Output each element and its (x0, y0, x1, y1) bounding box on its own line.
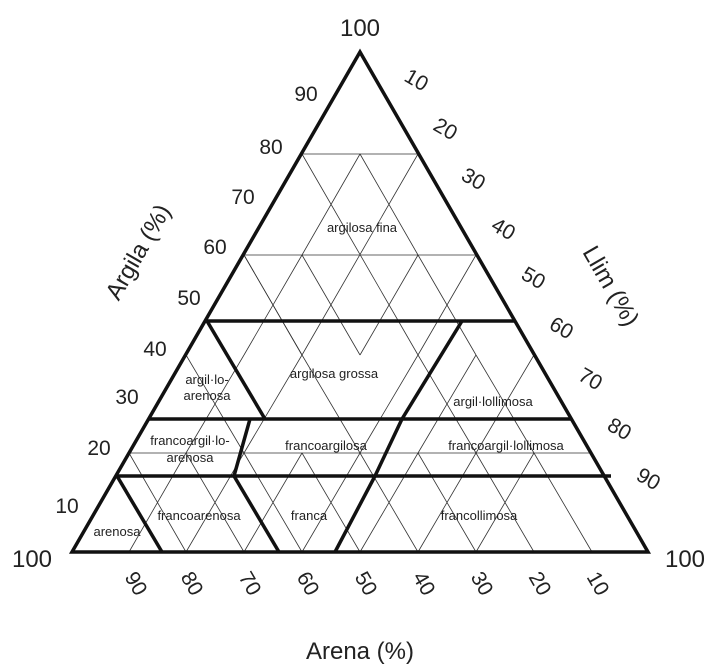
class-francoargil-lo-arenosa-line1: francoargil·lo- (150, 433, 229, 448)
class-argilosa-fina: argilosa fina (327, 220, 398, 235)
sand-ticks: 90 80 70 60 50 40 30 20 10 (120, 568, 614, 600)
corner-label-right: 100 (665, 546, 705, 573)
silt-axis-title: Llim (%) (577, 241, 644, 331)
class-francollimosa: francollimosa (441, 508, 518, 523)
silt-tick-80: 80 (603, 414, 635, 446)
grid-lines (129, 154, 592, 552)
clay-tick-10: 10 (55, 495, 78, 518)
clay-tick-40: 40 (143, 338, 166, 361)
silt-tick-60: 60 (545, 313, 577, 345)
clay-axis-title: Argila (%) (100, 200, 176, 305)
silt-tick-90: 90 (632, 464, 664, 496)
sand-axis-title: Arena (%) (306, 638, 414, 665)
sand-tick-70: 70 (234, 568, 266, 600)
silt-tick-10: 10 (400, 65, 432, 97)
class-argil-lo-arenosa-line2: arenosa (184, 388, 232, 403)
corner-label-left: 100 (12, 546, 52, 573)
silt-tick-20: 20 (429, 114, 461, 146)
class-francoarenosa: francoarenosa (157, 508, 241, 523)
class-argil-lo-arenosa-line1: argil·lo- (185, 372, 228, 387)
class-francoargil-lo-arenosa-line2: arenosa (167, 450, 215, 465)
sand-tick-60: 60 (292, 568, 324, 600)
sand-tick-10: 10 (582, 568, 614, 600)
silt-tick-30: 30 (457, 164, 489, 196)
class-francoargilosa: francoargilosa (285, 438, 367, 453)
clay-tick-90: 90 (294, 83, 317, 106)
corner-label-top: 100 (340, 15, 380, 42)
clay-tick-80: 80 (259, 136, 282, 159)
clay-tick-70: 70 (231, 186, 254, 209)
class-boundaries (72, 52, 648, 552)
sand-tick-40: 40 (408, 568, 440, 600)
class-arenosa: arenosa (94, 524, 142, 539)
silt-tick-40: 40 (487, 214, 519, 246)
silt-ticks: 10 20 30 40 50 60 70 80 90 (400, 65, 664, 496)
clay-tick-50: 50 (177, 287, 200, 310)
clay-tick-30: 30 (115, 386, 138, 409)
sand-tick-30: 30 (466, 568, 498, 600)
silt-tick-70: 70 (574, 364, 606, 396)
clay-tick-20: 20 (87, 437, 110, 460)
class-argilosa-grossa: argilosa grossa (290, 366, 379, 381)
class-argil-lollimosa: argil·lollimosa (453, 394, 533, 409)
sand-tick-90: 90 (120, 568, 152, 600)
class-franca: franca (291, 508, 328, 523)
silt-tick-50: 50 (517, 263, 549, 295)
sand-tick-20: 20 (524, 568, 556, 600)
sand-tick-80: 80 (176, 568, 208, 600)
clay-tick-60: 60 (203, 236, 226, 259)
sand-tick-50: 50 (350, 568, 382, 600)
class-francoargil-lollimosa: francoargil·lollimosa (448, 438, 564, 453)
